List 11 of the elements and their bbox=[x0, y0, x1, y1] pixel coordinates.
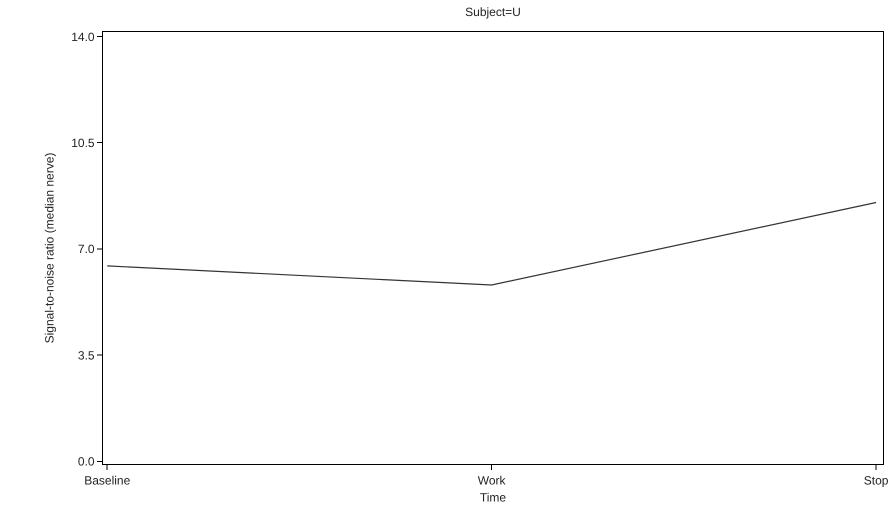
y-tick-label: 7.0 bbox=[78, 242, 95, 256]
x-tick-label: Work bbox=[478, 473, 507, 488]
x-axis-title: Time bbox=[480, 490, 506, 504]
y-tick-label: 0.0 bbox=[78, 454, 95, 468]
y-tick-label: 3.5 bbox=[78, 348, 95, 362]
x-tick-label: Stop bbox=[864, 473, 889, 488]
chart-title: Subject=U bbox=[465, 5, 521, 20]
y-axis-title: Signal-to-noise ratio (median nerve) bbox=[42, 152, 57, 344]
y-tick-label: 10.5 bbox=[71, 136, 95, 150]
x-tick-label: Baseline bbox=[84, 473, 131, 488]
y-tick-label: 14.0 bbox=[71, 30, 95, 44]
